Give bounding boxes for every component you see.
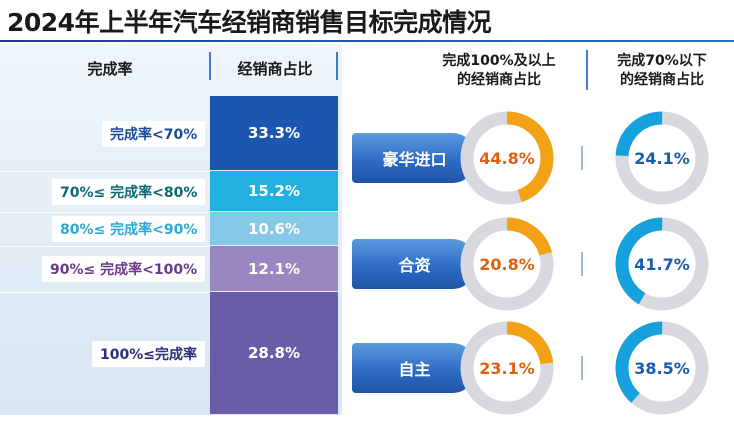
donut-segment: [460, 217, 554, 311]
donut-value-label: 38.5%: [634, 359, 690, 378]
category-bar: 合资: [352, 239, 477, 289]
donut-segment: [615, 217, 709, 311]
header-completion-rate: 完成率: [87, 60, 133, 78]
row-separator: [0, 246, 210, 247]
donut-value-label: 44.8%: [479, 149, 535, 168]
donut-lt70: 24.1%: [615, 111, 709, 205]
row-label: 80%≤ 完成率<90%: [60, 222, 198, 238]
header-ge100-line2: 的经销商占比: [457, 72, 541, 88]
completion-table: 完成率 经销商占比 完成率<70% 33.3% 70%≤ 完成率<80% 15.2% 8…: [0, 44, 342, 415]
separator-tick: [581, 356, 583, 380]
donut-ge100: 20.8%: [460, 217, 554, 311]
donut-value-label: 41.7%: [634, 255, 690, 274]
header-divider-donut: [586, 50, 588, 90]
donut-panel: 完成100%及以上 的经销商占比 完成70%以下 的经销商占比 豪华进口 44.8…: [342, 44, 734, 415]
header-divider-right: [336, 52, 338, 80]
row-separator: [0, 212, 210, 213]
row-label: 完成率<70%: [110, 126, 198, 143]
header-ge100-line1: 完成100%及以上: [442, 53, 556, 69]
donut-segment: [615, 111, 709, 205]
separator-tick: [581, 146, 583, 170]
donut-value-label: 23.1%: [479, 359, 535, 378]
separator-tick: [581, 252, 583, 276]
row-label: 90%≤ 完成率<100%: [50, 262, 198, 278]
donut-segment: [460, 321, 554, 415]
donut-lt70: 41.7%: [615, 217, 709, 311]
row-label-pill: 70%≤ 完成率<80%: [52, 178, 206, 205]
donut-value-label: 24.1%: [634, 149, 690, 168]
donut-ge100: 23.1%: [460, 321, 554, 415]
header-lt70: 完成70%以下 的经销商占比: [594, 52, 730, 90]
header-ge100: 完成100%及以上 的经销商占比: [414, 52, 584, 90]
title-rule: [0, 40, 734, 42]
row-value: 33.3%: [210, 96, 338, 170]
row-label-pill: 80%≤ 完成率<90%: [52, 216, 206, 242]
page-title: 2024年上半年汽车经销商销售目标完成情况: [7, 8, 492, 37]
row-label: 100%≤完成率: [100, 346, 197, 363]
row-value: 15.2%: [210, 171, 338, 211]
header-lt70-line2: 的经销商占比: [620, 72, 704, 88]
row-label-pill: 完成率<70%: [102, 120, 206, 147]
row-value: 12.1%: [210, 246, 338, 291]
header-lt70-line1: 完成70%以下: [617, 53, 707, 69]
row-separator: [0, 171, 210, 172]
donut-segment: [460, 111, 554, 205]
donut-ge100: 44.8%: [460, 111, 554, 205]
row-value: 28.8%: [210, 292, 338, 414]
row-label-pill: 90%≤ 完成率<100%: [42, 256, 206, 282]
row-value: 10.6%: [210, 212, 338, 245]
donut-lt70: 38.5%: [615, 321, 709, 415]
row-label-pill: 100%≤完成率: [92, 340, 205, 367]
donut-value-label: 20.8%: [479, 255, 535, 274]
header-divider: [209, 52, 211, 80]
category-bar: 豪华进口: [352, 133, 477, 183]
row-label: 70%≤ 完成率<80%: [60, 184, 198, 201]
header-dealer-share: 经销商占比: [237, 60, 313, 78]
category-bar: 自主: [352, 343, 477, 393]
title-area: 2024年上半年汽车经销商销售目标完成情况: [0, 0, 734, 42]
row-separator: [0, 292, 210, 293]
